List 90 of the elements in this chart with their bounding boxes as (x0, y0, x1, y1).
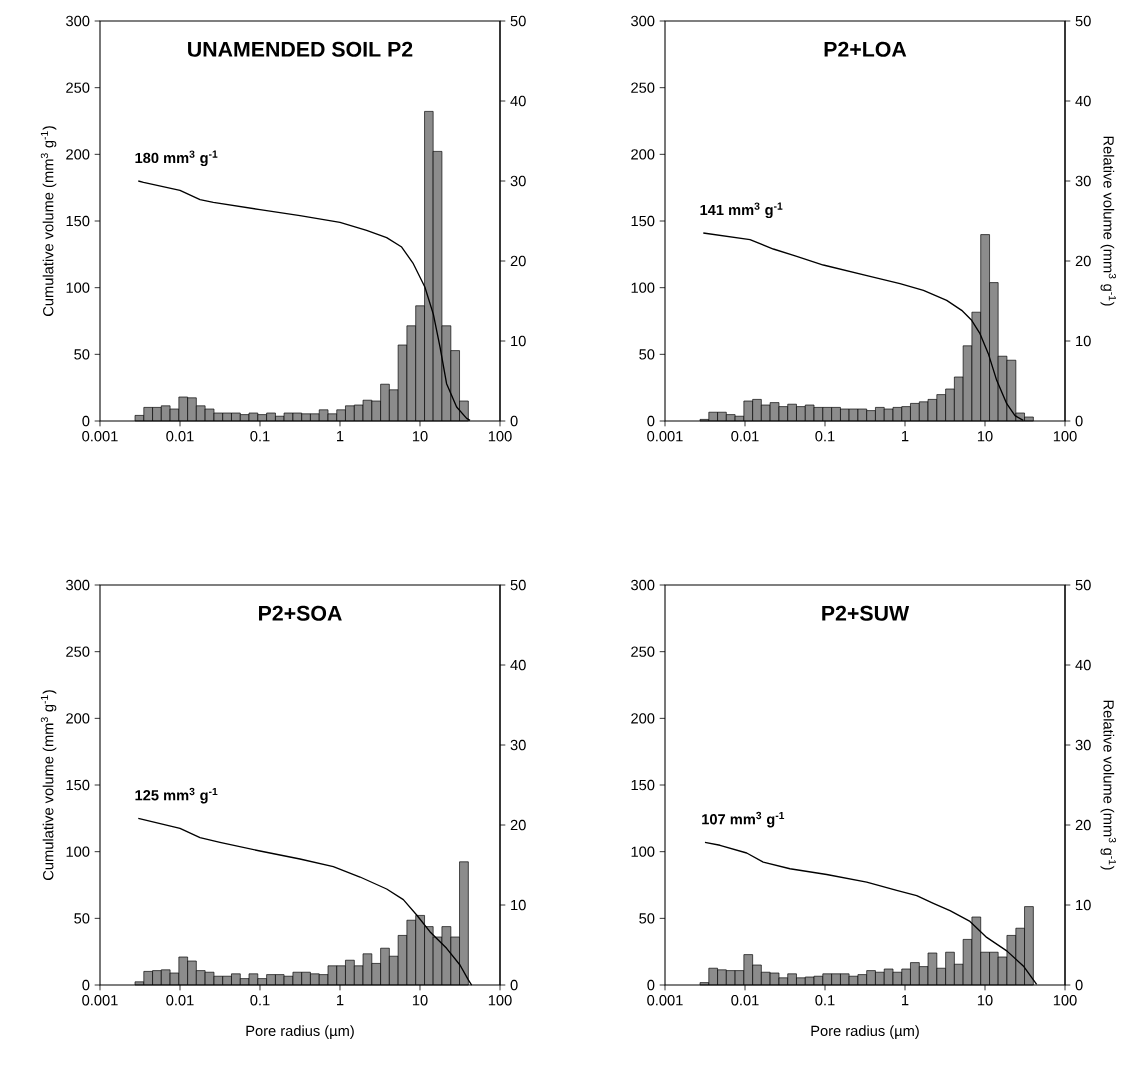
y2-tick-label: 50 (510, 579, 526, 591)
x-tick-label: 100 (488, 995, 512, 1006)
y2-tick-label: 50 (510, 15, 526, 27)
x-tick-label: 10 (412, 431, 428, 442)
y-tick-label: 100 (631, 282, 655, 293)
x-tick-label: 1 (902, 431, 909, 442)
y-tick-label: 200 (631, 149, 655, 160)
y2-tick-label: 0 (1075, 979, 1083, 991)
y-tick-label: 100 (631, 846, 655, 857)
x-tick-label: 1 (902, 995, 909, 1006)
y-tick-label: 300 (66, 579, 90, 591)
y-tick-label: 200 (66, 149, 90, 160)
y2-tick-label: 30 (1075, 739, 1091, 751)
y2-tick-label: 30 (510, 175, 526, 187)
x-tick-label: 0.001 (82, 431, 118, 442)
x-axis-title: Pore radius (µm) (811, 1025, 919, 1039)
y-tick-label: 150 (66, 779, 90, 791)
x-tick-label: 0.01 (166, 995, 194, 1006)
text: UNAMENDED SOIL P2 (188, 41, 413, 57)
y-axis-title: Cumulative volume (mm$^{3}$ g$^{-1}$) (40, 690, 57, 880)
y-tick-label: 50 (639, 349, 655, 360)
x-tick-label: 10 (977, 431, 993, 442)
y2-tick-label: 10 (1076, 899, 1091, 911)
y2-tick-label: 10 (1076, 335, 1091, 347)
y2-tick-label: 20 (1075, 255, 1091, 267)
y2-tick-label: 10 (511, 899, 526, 911)
y-tick-label: 50 (74, 349, 90, 360)
x-tick-label: 0.01 (731, 431, 759, 442)
y-tick-label: 0 (82, 415, 90, 427)
x-tick-label: 0.1 (815, 995, 835, 1006)
y2-axis-title: Relative volume (mm$^{3}$ g$^{-1}$) (1100, 136, 1117, 306)
y-tick-label: 150 (631, 215, 655, 227)
text: P2+LOA (824, 41, 907, 57)
y2-tick-label: 30 (510, 739, 526, 751)
x-tick-label: 100 (1053, 431, 1077, 442)
x-tick-label: 10 (977, 995, 993, 1006)
x-tick-label: 0.01 (166, 431, 194, 442)
y-tick-label: 100 (66, 282, 90, 293)
y-tick-label: 50 (74, 913, 90, 924)
y2-tick-label: 20 (510, 255, 526, 267)
y-axis-title: Cumulative volume (mm$^{3}$ g$^{-1}$) (40, 126, 57, 316)
y2-tick-label: 50 (1075, 579, 1091, 591)
y2-tick-label: 40 (1075, 95, 1091, 107)
y2-tick-label: 20 (1075, 819, 1091, 831)
y-tick-label: 250 (631, 82, 655, 93)
y2-tick-label: 40 (510, 659, 526, 671)
x-tick-label: 100 (488, 431, 512, 442)
y2-tick-label: 40 (510, 95, 526, 107)
y-tick-label: 150 (631, 779, 655, 791)
y2-tick-label: 30 (1075, 175, 1091, 187)
y-tick-label: 300 (631, 579, 655, 591)
x-axis-title: Pore radius (µm) (246, 1025, 354, 1039)
annotation: 141 mm$^{3}$ g$^{-1}$ (700, 202, 783, 219)
y2-tick-label: 40 (1075, 659, 1091, 671)
y2-tick-label: 0 (510, 415, 518, 427)
x-tick-label: 1 (337, 995, 344, 1006)
text: P2+SUW (822, 605, 910, 621)
y-tick-label: 150 (66, 215, 90, 227)
x-tick-label: 10 (412, 995, 428, 1006)
y-tick-label: 250 (66, 82, 90, 93)
x-tick-label: 100 (1053, 995, 1077, 1006)
y-tick-label: 300 (66, 15, 90, 27)
x-tick-label: 0.001 (82, 995, 118, 1006)
y-tick-label: 200 (66, 713, 90, 724)
y-tick-label: 50 (639, 913, 655, 924)
x-tick-label: 0.1 (815, 431, 835, 442)
y2-axis-title: Relative volume (mm$^{3}$ g$^{-1}$) (1100, 700, 1117, 870)
x-tick-label: 0.01 (731, 995, 759, 1006)
y2-tick-label: 0 (510, 979, 518, 991)
x-tick-label: 0.001 (647, 431, 683, 442)
y-tick-label: 0 (82, 979, 90, 991)
y-tick-label: 200 (631, 713, 655, 724)
y-tick-label: 300 (631, 15, 655, 27)
y2-tick-label: 50 (1075, 15, 1091, 27)
x-tick-label: 0.1 (250, 995, 270, 1006)
y-tick-label: 100 (66, 846, 90, 857)
annotation: 180 mm$^{3}$ g$^{-1}$ (135, 150, 218, 167)
y2-tick-label: 10 (511, 335, 526, 347)
y-tick-label: 250 (631, 646, 655, 657)
y-tick-label: 250 (66, 646, 90, 657)
annotation: 107 mm$^{3}$ g$^{-1}$ (702, 811, 785, 828)
y2-tick-label: 20 (510, 819, 526, 831)
x-tick-label: 0.001 (647, 995, 683, 1006)
annotation: 125 mm$^{3}$ g$^{-1}$ (135, 787, 218, 804)
x-tick-label: 1 (337, 431, 344, 442)
y-tick-label: 0 (647, 415, 655, 427)
text: P2+SOA (259, 605, 342, 621)
y2-tick-label: 0 (1075, 415, 1083, 427)
x-tick-label: 0.1 (250, 431, 270, 442)
y-tick-label: 0 (647, 979, 655, 991)
